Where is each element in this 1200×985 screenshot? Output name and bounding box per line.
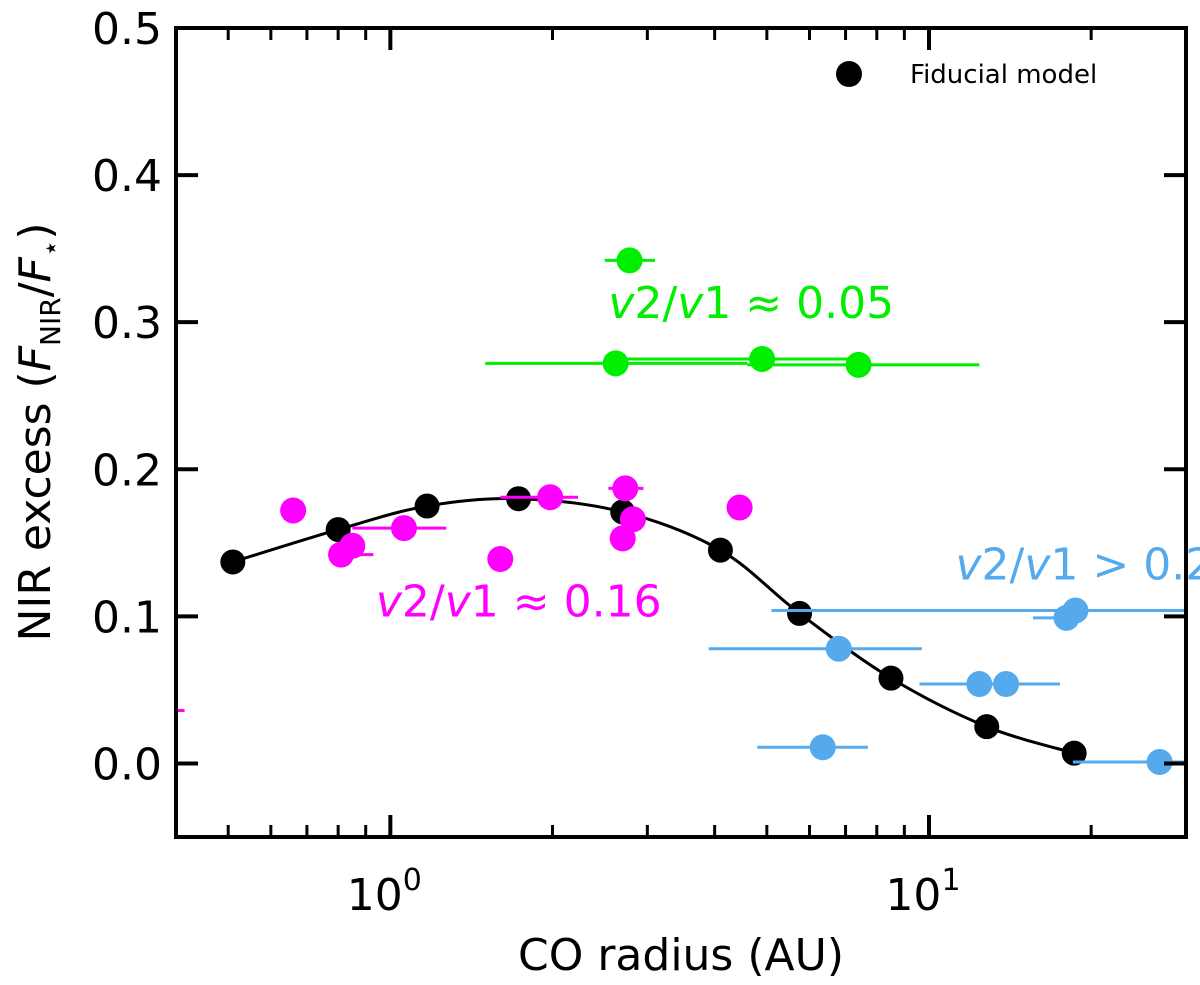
legend: Fiducial model [836, 60, 1097, 90]
data-point [726, 494, 753, 521]
data-point [825, 635, 852, 662]
data-point [602, 350, 629, 377]
data-point [280, 497, 307, 524]
annotation-green: v2/v1 ≈ 0.05 [608, 278, 894, 329]
fiducial-point [787, 600, 813, 626]
data-point [487, 545, 514, 572]
plot-frame [174, 26, 1188, 839]
fiducial-point [414, 493, 440, 519]
fiducial-point [974, 714, 1000, 740]
fiducial-point [878, 665, 904, 691]
annotation-magenta: v2/v1 ≈ 0.16 [376, 576, 662, 627]
data-point [390, 515, 417, 542]
series-3 [708, 597, 1186, 775]
series-1 [176, 475, 753, 713]
y-tick-label: 0.3 [92, 298, 162, 349]
x-axis-label: CO radius (AU) [518, 930, 844, 981]
data-point [339, 532, 366, 559]
fiducial-point [707, 537, 733, 563]
axes: 0.0 0.1 0.2 0.3 0.4 0.5 100 101 v2/v1 ≈ 0.05 v2/v… [92, 4, 1200, 921]
x-tick-label: 101 [885, 863, 960, 921]
series-0 [220, 486, 1087, 766]
data-point [619, 506, 646, 533]
x-tick-label: 100 [347, 863, 422, 921]
data-point [612, 475, 639, 502]
data-point [809, 734, 836, 761]
y-axis-label: NIR excess (FNIR/F⋆) [10, 222, 67, 641]
y-tick-label: 0.4 [92, 151, 162, 202]
annotation-blue: v2/v1 > 0.2 [956, 540, 1200, 591]
data-point [616, 247, 643, 274]
legend-label: Fiducial model [910, 60, 1097, 90]
fiducial-point [1061, 740, 1087, 766]
y-tick-label: 0.1 [92, 592, 162, 643]
data-point [749, 345, 776, 372]
plot-data [176, 247, 1186, 775]
y-tick-label: 0.0 [92, 739, 162, 790]
data-point [537, 484, 564, 511]
series-2 [485, 247, 980, 378]
data-point [1146, 748, 1173, 775]
y-tick-label: 0.2 [92, 445, 162, 496]
y-tick-label: 0.5 [92, 4, 162, 55]
data-point [845, 351, 872, 378]
legend-marker [836, 61, 862, 87]
data-point [1053, 604, 1080, 631]
data-point [609, 525, 636, 552]
fiducial-curve [232, 497, 1075, 755]
fiducial-point [220, 549, 246, 575]
data-point [993, 671, 1020, 698]
